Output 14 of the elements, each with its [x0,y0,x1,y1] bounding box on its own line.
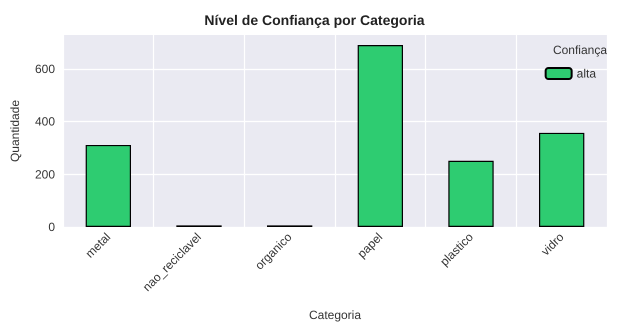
legend-title: Confiança [552,43,608,57]
y-tick-label: 200 [34,167,56,182]
chart-title: Nível de Confiança por Categoria [204,12,425,28]
y-tick-label: 400 [34,114,56,129]
x-axis-title: Categoria [308,308,362,322]
bar [448,160,494,227]
bar [539,132,584,227]
y-tick-label: 600 [34,62,56,76]
legend-label: alta [576,66,596,80]
y-tick-label: 0 [48,220,56,234]
y-axis-title: Quantidade [8,100,22,162]
bar [86,144,131,227]
x-tick-label: vidro [538,230,567,258]
bar [358,45,403,227]
